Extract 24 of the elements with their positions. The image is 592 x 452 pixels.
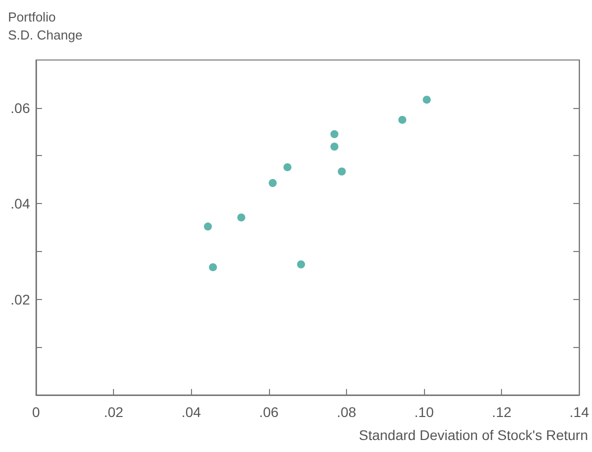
point <box>338 168 346 176</box>
x-tick-label: .04 <box>181 404 202 420</box>
x-tick-label: .02 <box>104 404 124 420</box>
x-tick-label: .10 <box>414 404 434 420</box>
x-tick-label: .08 <box>336 404 356 420</box>
point <box>237 213 246 222</box>
x-tick-label: .12 <box>492 404 512 420</box>
point <box>268 178 277 187</box>
y-axis-title: Portfolio S.D. Change <box>8 10 82 42</box>
point <box>330 130 338 138</box>
point <box>204 222 212 231</box>
point <box>297 260 306 268</box>
point <box>422 96 431 104</box>
y-tick-label: .02 <box>10 291 30 308</box>
x-axis-title: Standard Deviation of Stock's Return <box>358 427 588 443</box>
point <box>330 142 338 151</box>
x-tick-label: 0 <box>32 404 40 420</box>
x-tick-label: .14 <box>570 404 590 420</box>
point <box>283 163 292 172</box>
point <box>208 263 217 272</box>
x-tick-label: .06 <box>259 404 279 420</box>
point <box>398 116 406 124</box>
y-tick-label: .04 <box>10 196 30 212</box>
y-tick-label: .06 <box>10 100 30 116</box>
